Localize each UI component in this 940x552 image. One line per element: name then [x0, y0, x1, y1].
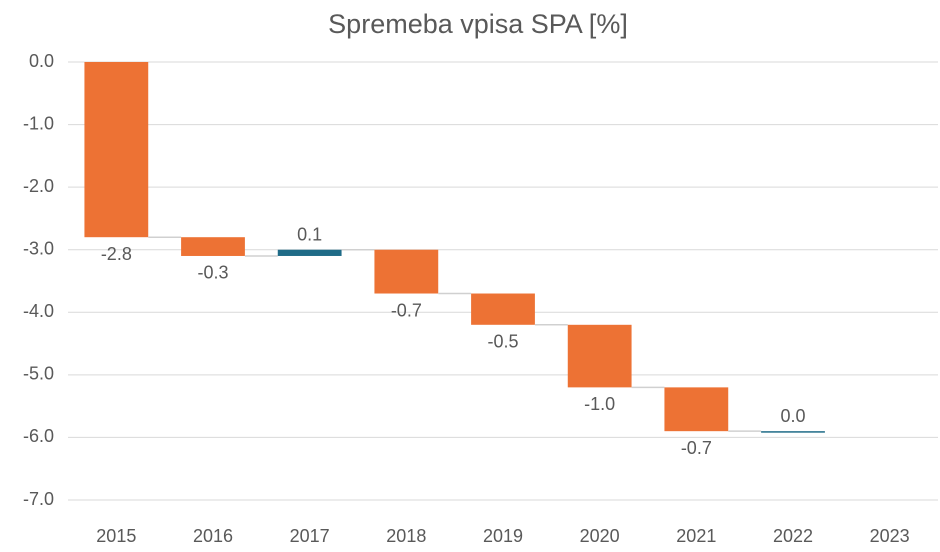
data-label: -0.7: [681, 438, 712, 458]
x-tick-label: 2019: [483, 526, 523, 546]
x-tick-label: 2018: [386, 526, 426, 546]
data-label: -0.5: [487, 332, 518, 352]
data-label: -2.8: [101, 244, 132, 264]
x-tick-label: 2016: [193, 526, 233, 546]
y-tick-label: 0.0: [29, 51, 54, 71]
y-tick-label: -5.0: [23, 364, 54, 384]
y-tick-label: -6.0: [23, 426, 54, 446]
data-label: 0.0: [780, 406, 805, 426]
data-label: 0.1: [297, 224, 322, 244]
bar: [761, 431, 825, 433]
data-label: -0.7: [391, 300, 422, 320]
x-tick-label: 2020: [580, 526, 620, 546]
bar: [181, 237, 245, 256]
y-tick-label: -2.0: [23, 176, 54, 196]
bar: [84, 62, 149, 238]
bar: [664, 387, 729, 432]
y-tick-label: -1.0: [23, 113, 54, 133]
bar: [567, 324, 632, 388]
bar: [277, 249, 342, 256]
y-tick-label: -4.0: [23, 301, 54, 321]
x-tick-label: 2022: [773, 526, 813, 546]
x-tick-label: 2021: [676, 526, 716, 546]
x-tick-label: 2017: [290, 526, 330, 546]
chart-title: Spremeba vpisa SPA [%]: [328, 9, 628, 39]
x-tick-label: 2015: [96, 526, 136, 546]
bar: [471, 293, 535, 325]
x-tick-label: 2023: [870, 526, 910, 546]
y-tick-label: -3.0: [23, 238, 54, 258]
y-tick-label: -7.0: [23, 489, 54, 509]
data-label: -0.3: [197, 263, 228, 283]
bar: [374, 249, 439, 294]
data-label: -1.0: [584, 394, 615, 414]
